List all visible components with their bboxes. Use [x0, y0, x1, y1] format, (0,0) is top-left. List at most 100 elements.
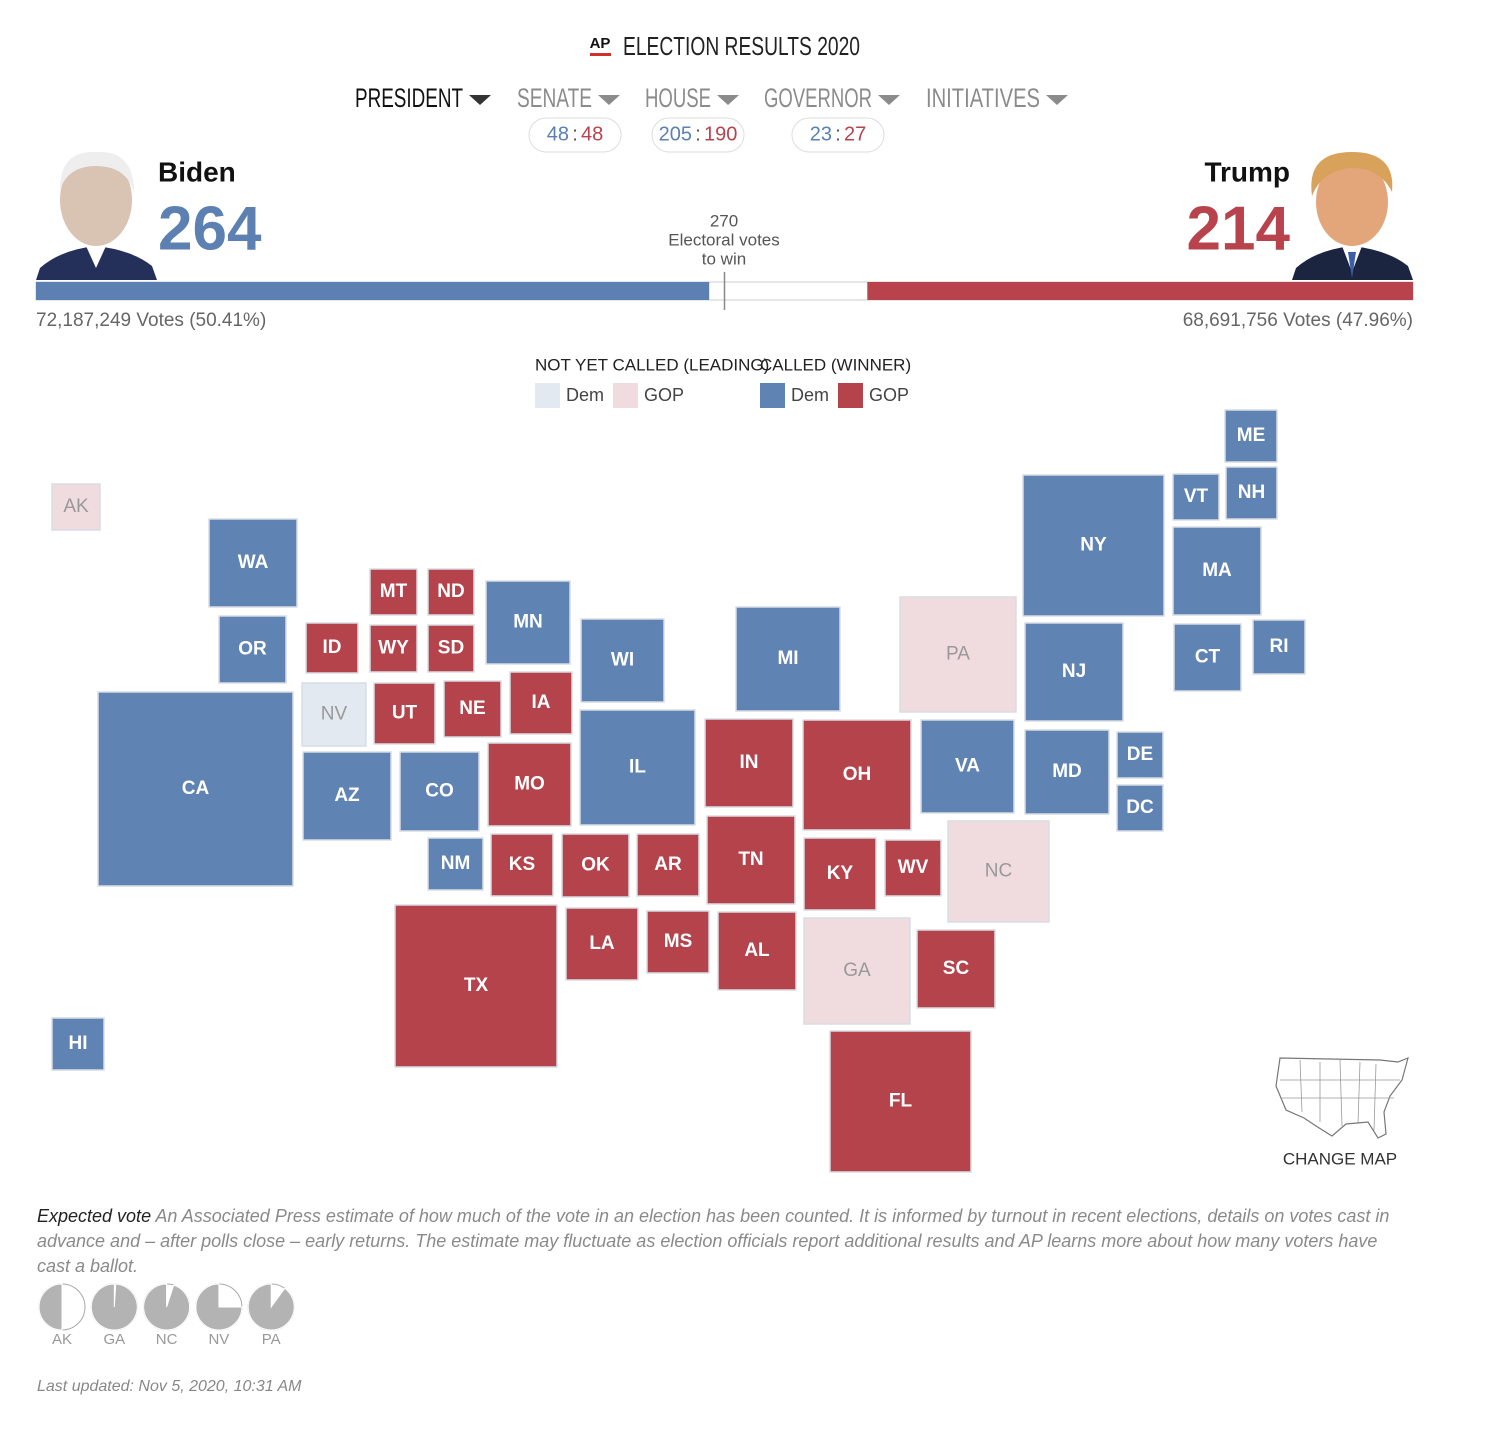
state-label[interactable]: AK: [63, 496, 89, 517]
state-tile[interactable]: [561, 833, 630, 898]
state-label[interactable]: UT: [392, 703, 418, 724]
state-tile[interactable]: [717, 911, 797, 991]
state-label[interactable]: NC: [985, 861, 1012, 882]
state-tile[interactable]: [579, 709, 696, 826]
state-label[interactable]: MI: [777, 648, 798, 669]
state-tile[interactable]: [646, 910, 710, 974]
state-tile[interactable]: [920, 719, 1015, 814]
state-tile[interactable]: [305, 622, 359, 674]
state-tile[interactable]: [373, 682, 436, 745]
nav-tab[interactable]: HOUSE: [645, 83, 711, 113]
state-label[interactable]: FL: [889, 1091, 913, 1112]
state-label[interactable]: DC: [1126, 797, 1154, 818]
state-tile[interactable]: [218, 615, 287, 684]
nav-tab[interactable]: INITIATIVES: [926, 83, 1040, 113]
dropdown-caret[interactable]: [878, 95, 900, 105]
state-tile[interactable]: [802, 719, 912, 831]
state-label[interactable]: ME: [1237, 425, 1266, 446]
state-label[interactable]: WV: [898, 857, 929, 878]
state-label[interactable]: ND: [437, 581, 464, 602]
state-label[interactable]: MA: [1202, 560, 1232, 581]
state-label[interactable]: NJ: [1062, 661, 1086, 682]
state-tile[interactable]: [1173, 623, 1242, 692]
state-tile[interactable]: [394, 904, 558, 1068]
state-tile[interactable]: [369, 568, 418, 616]
state-tile[interactable]: [208, 518, 298, 608]
state-tile[interactable]: [580, 618, 665, 703]
state-label[interactable]: OR: [238, 639, 267, 660]
state-tile[interactable]: [427, 568, 475, 616]
state-tile[interactable]: [803, 917, 911, 1025]
state-label[interactable]: AR: [654, 854, 682, 875]
state-label[interactable]: NY: [1080, 535, 1107, 556]
state-tile[interactable]: [369, 624, 418, 673]
state-tile[interactable]: [485, 580, 571, 665]
state-tile[interactable]: [51, 483, 101, 531]
state-label[interactable]: KS: [509, 854, 535, 875]
state-label[interactable]: PA: [946, 644, 970, 665]
state-tile[interactable]: [565, 907, 639, 981]
state-label[interactable]: VT: [1184, 486, 1209, 507]
state-tile[interactable]: [427, 837, 484, 891]
state-label[interactable]: CO: [425, 781, 454, 802]
dropdown-caret[interactable]: [1046, 95, 1068, 105]
state-tile[interactable]: [1224, 409, 1278, 463]
state-label[interactable]: RI: [1270, 636, 1289, 657]
state-tile[interactable]: [1116, 784, 1164, 832]
dropdown-caret[interactable]: [598, 95, 620, 105]
state-label[interactable]: VA: [955, 756, 980, 777]
state-label[interactable]: MO: [514, 774, 545, 795]
state-label[interactable]: TN: [738, 849, 763, 870]
state-tile[interactable]: [302, 751, 392, 841]
state-tile[interactable]: [735, 606, 841, 712]
dropdown-caret[interactable]: [469, 95, 491, 105]
state-tile[interactable]: [884, 839, 942, 897]
state-label[interactable]: DE: [1127, 744, 1153, 765]
state-tile[interactable]: [399, 751, 480, 832]
state-tile[interactable]: [899, 596, 1017, 713]
state-label[interactable]: MS: [664, 931, 693, 952]
state-label[interactable]: MT: [380, 581, 408, 602]
state-tile[interactable]: [97, 691, 294, 887]
state-tile[interactable]: [803, 837, 877, 911]
state-tile[interactable]: [1024, 622, 1124, 722]
state-label[interactable]: KY: [827, 863, 854, 884]
state-label[interactable]: MD: [1052, 761, 1082, 782]
state-tile[interactable]: [1252, 619, 1306, 675]
state-label[interactable]: AL: [744, 940, 770, 961]
state-tile[interactable]: [427, 624, 475, 673]
state-tile[interactable]: [1172, 526, 1262, 616]
state-tile[interactable]: [301, 682, 367, 747]
state-tile[interactable]: [487, 742, 572, 827]
state-label[interactable]: IN: [740, 752, 759, 773]
state-label[interactable]: ID: [323, 637, 342, 658]
change-map[interactable]: CHANGE MAP: [1275, 1056, 1409, 1168]
state-tile[interactable]: [636, 833, 700, 897]
state-tile[interactable]: [51, 1017, 105, 1071]
state-label[interactable]: CT: [1195, 647, 1221, 668]
state-label[interactable]: WY: [378, 638, 409, 659]
state-tile[interactable]: [1225, 466, 1278, 520]
change-map-label[interactable]: CHANGE MAP: [1283, 1149, 1397, 1168]
nav-tab[interactable]: GOVERNOR: [764, 83, 872, 113]
state-tile[interactable]: [1172, 473, 1220, 521]
state-label[interactable]: NM: [441, 853, 471, 874]
state-label[interactable]: TX: [464, 975, 489, 996]
state-label[interactable]: SD: [438, 638, 464, 659]
state-label[interactable]: IL: [629, 757, 646, 778]
state-tile[interactable]: [1024, 729, 1110, 815]
state-tile[interactable]: [947, 820, 1050, 923]
state-label[interactable]: IA: [532, 692, 551, 713]
state-tile[interactable]: [916, 929, 996, 1009]
state-tile[interactable]: [490, 833, 554, 897]
state-label[interactable]: LA: [589, 933, 615, 954]
state-label[interactable]: NE: [459, 698, 485, 719]
state-tile[interactable]: [706, 815, 796, 905]
state-tile[interactable]: [704, 718, 794, 808]
state-label[interactable]: GA: [843, 960, 871, 981]
state-tile[interactable]: [509, 671, 573, 735]
state-label[interactable]: HI: [69, 1033, 88, 1054]
nav-tab[interactable]: SENATE: [517, 83, 592, 113]
dropdown-caret[interactable]: [717, 95, 739, 105]
state-label[interactable]: NH: [1238, 482, 1265, 503]
